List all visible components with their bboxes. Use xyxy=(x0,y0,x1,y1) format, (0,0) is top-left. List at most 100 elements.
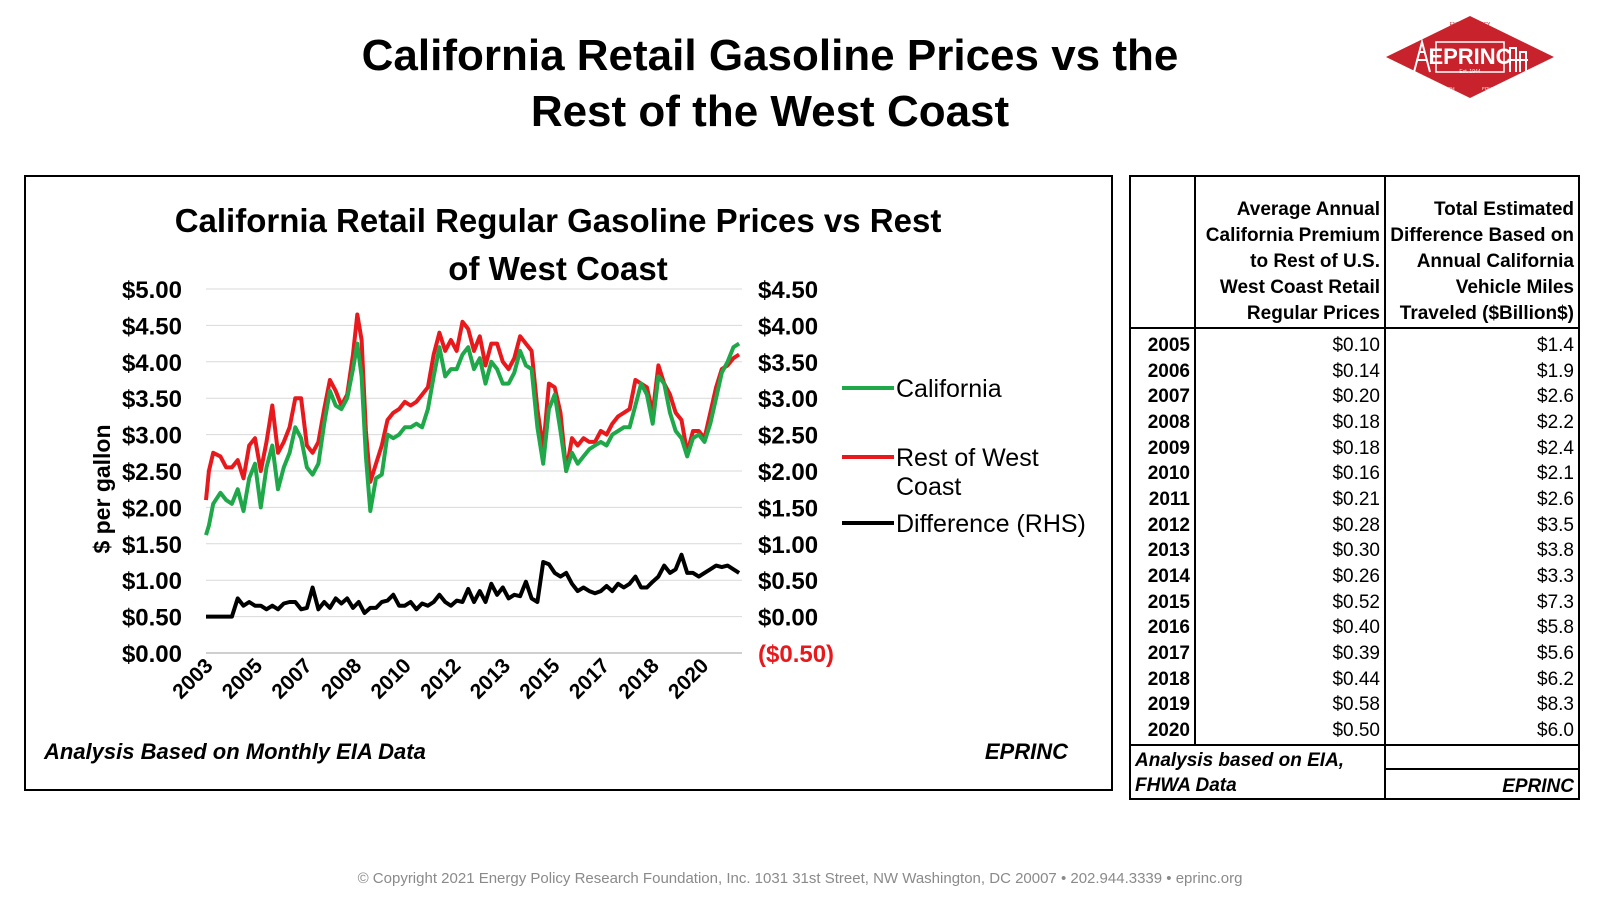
table-row: 2020 $0.50 $6.0 xyxy=(1129,718,1580,745)
table-row: 2007 $0.20 $2.6 xyxy=(1129,384,1580,411)
table-cell-year: 2006 xyxy=(1129,358,1196,385)
y-tick-label: $0.50 xyxy=(122,605,182,632)
header-total: Total Estimated Difference Based on Annu… xyxy=(1384,175,1580,329)
eprinc-logo: EPRINC Est. 1944 ENERGY POLICY RESEARCH … xyxy=(1386,16,1554,98)
y-tick-label: $4.00 xyxy=(122,350,182,377)
y2-tick-label: $3.50 xyxy=(758,350,818,377)
table-row: 2009 $0.18 $2.4 xyxy=(1129,435,1580,462)
table-cell-premium: $0.18 xyxy=(1194,410,1386,436)
table-cell-year: 2014 xyxy=(1129,564,1196,590)
table-cell-total: $2.2 xyxy=(1384,410,1580,436)
y2-tick-label: $1.50 xyxy=(758,495,818,522)
table-cell-total: $2.6 xyxy=(1384,487,1580,513)
header-premium-line: Regular Prices xyxy=(1246,303,1380,324)
table-cell-year: 2007 xyxy=(1129,384,1196,411)
table-row: 2016 $0.40 $5.8 xyxy=(1129,615,1580,642)
table-cell-premium: $0.50 xyxy=(1194,718,1386,745)
table-brand: EPRINC xyxy=(1384,768,1580,800)
table-header-row: Average Annual California Premium to Res… xyxy=(1129,175,1580,329)
y-tick-label: $1.50 xyxy=(122,532,182,559)
y-axis-ticks: $0.00 $0.50 $1.00 $1.50 $2.00 $2.50 $3.00 $3.50… xyxy=(122,277,182,668)
y-tick-label: $1.00 xyxy=(122,568,182,595)
table-cell-total: $6.0 xyxy=(1384,718,1580,745)
header-total-line: Vehicle Miles xyxy=(1455,277,1574,298)
x-tick-label: 2010 xyxy=(367,654,416,703)
table-cell-year: 2010 xyxy=(1129,461,1196,488)
table-cell-total: $1.4 xyxy=(1384,328,1580,359)
y2-axis-ticks: ($0.50) $0.00 $0.50 $1.00 $1.50 $2.00 $2.50 $3.… xyxy=(758,277,834,668)
table-cell-total: $3.8 xyxy=(1384,538,1580,565)
table-footer-empty xyxy=(1384,744,1580,770)
y2-tick-label: $2.50 xyxy=(758,423,818,450)
table-cell-total: $7.3 xyxy=(1384,589,1580,616)
price-chart: California Retail Regular Gasoline Price… xyxy=(43,202,1086,764)
table-row: 2005 $0.10 $1.4 xyxy=(1129,328,1580,359)
table-cell-year: 2011 xyxy=(1129,487,1196,513)
series-line-rest-of-west-coast xyxy=(204,312,741,501)
grid-lines xyxy=(206,288,742,654)
copyright-footer: © Copyright 2021 Energy Policy Research … xyxy=(357,870,1243,887)
table-row: 2011 $0.21 $2.6 xyxy=(1129,487,1580,513)
table-cell-premium: $0.26 xyxy=(1194,564,1386,590)
table-cell-total: $5.8 xyxy=(1384,615,1580,642)
table-cell-total: $3.5 xyxy=(1384,512,1580,539)
header-total-line: Total Estimated xyxy=(1433,199,1574,220)
table-row: 2013 $0.30 $3.8 xyxy=(1129,538,1580,565)
x-tick-label: 2013 xyxy=(466,654,515,703)
y-tick-label: $0.00 xyxy=(122,641,182,668)
table-cell-year: 2012 xyxy=(1129,512,1196,539)
table-row: 2018 $0.44 $6.2 xyxy=(1129,666,1580,693)
y2-tick-label: $0.00 xyxy=(758,605,818,632)
series-line-difference-rhs xyxy=(206,552,741,619)
header-total-line: Traveled ($Billion$) xyxy=(1399,303,1574,324)
chart-title-line1: California Retail Regular Gasoline Price… xyxy=(175,202,942,239)
header-premium-line: to Rest of U.S. xyxy=(1250,251,1380,272)
table-cell-total: $8.3 xyxy=(1384,692,1580,719)
table-cell-year: 2016 xyxy=(1129,615,1196,642)
x-tick-label: 2018 xyxy=(614,654,664,704)
table-note-line: Analysis based on EIA, xyxy=(1135,750,1345,771)
legend: California Rest of West Coast Difference (R… xyxy=(842,375,1086,538)
refinery-icon xyxy=(1508,47,1528,72)
table-cell-total: $1.9 xyxy=(1384,358,1580,385)
series-line-california xyxy=(204,341,741,536)
y-tick-label: $5.00 xyxy=(122,277,182,304)
table-cell-premium: $0.10 xyxy=(1194,328,1386,359)
table-cell-year: 2005 xyxy=(1129,328,1196,359)
x-tick-label: 2012 xyxy=(416,654,465,703)
logo-name: EPRINC xyxy=(1428,44,1511,69)
header-premium-line: California Premium xyxy=(1205,225,1380,246)
y-axis-label: $ per gallon xyxy=(89,424,115,553)
table-row: 2008 $0.18 $2.2 xyxy=(1129,410,1580,436)
chart-title-line2: of West Coast xyxy=(448,250,667,287)
table-cell-premium: $0.52 xyxy=(1194,589,1386,616)
x-axis-ticks: 2003 2005 2007 2008 2010 2012 2013 2015 2017 2018… xyxy=(168,654,713,704)
legend-label: Difference (RHS) xyxy=(896,510,1086,538)
table-cell-premium: $0.28 xyxy=(1194,512,1386,539)
legend-label: California xyxy=(896,375,1002,403)
y-tick-label: $4.50 xyxy=(122,313,182,340)
table-cell-year: 2008 xyxy=(1129,410,1196,436)
header-premium-line: Average Annual xyxy=(1236,199,1380,220)
table-cell-premium: $0.30 xyxy=(1194,538,1386,565)
table-cell-premium: $0.40 xyxy=(1194,615,1386,642)
y2-tick-label: ($0.50) xyxy=(758,641,834,668)
header-total-line: Difference Based on xyxy=(1390,225,1574,246)
chart-note: Analysis Based on Monthly EIA Data xyxy=(43,739,426,764)
table-cell-year: 2009 xyxy=(1129,435,1196,462)
table-row: 2014 $0.26 $3.3 xyxy=(1129,564,1580,590)
table-cell-year: 2018 xyxy=(1129,666,1196,693)
table-cell-total: $5.6 xyxy=(1384,641,1580,667)
y2-tick-label: $2.00 xyxy=(758,459,818,486)
table-row: 2019 $0.58 $8.3 xyxy=(1129,692,1580,719)
logo-arc-right: FOUNDATION INC. xyxy=(1482,86,1522,91)
chart-panel: California Retail Regular Gasoline Price… xyxy=(24,175,1113,791)
oil-derrick-icon xyxy=(1413,38,1431,73)
logo-arc-top: ENERGY POLICY xyxy=(1450,22,1491,28)
table-cell-year: 2020 xyxy=(1129,718,1196,745)
table-cell-total: $6.2 xyxy=(1384,666,1580,693)
x-tick-label: 2017 xyxy=(565,654,614,703)
y2-tick-label: $4.50 xyxy=(758,277,818,304)
table-cell-premium: $0.14 xyxy=(1194,358,1386,385)
table-cell-total: $2.4 xyxy=(1384,435,1580,462)
